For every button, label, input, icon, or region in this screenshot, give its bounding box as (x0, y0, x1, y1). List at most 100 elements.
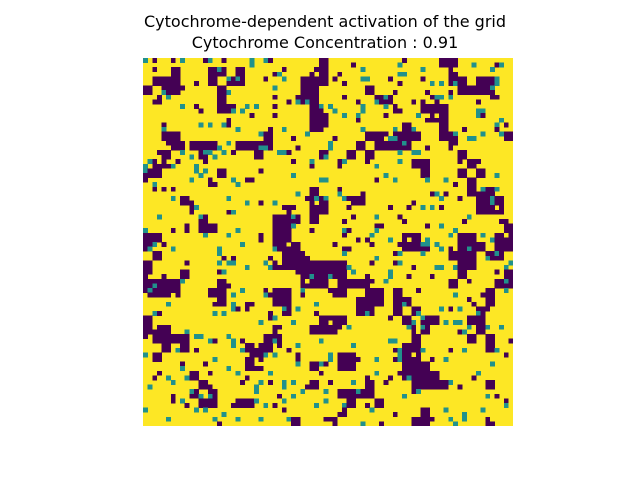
heatmap-cell-inactive (466, 255, 472, 261)
heatmap-cell-inactive (170, 398, 176, 404)
heatmap-cell-intermediate (295, 306, 301, 312)
heatmap-cell-inactive (508, 246, 513, 252)
heatmap-cell-intermediate (480, 131, 486, 137)
heatmap-cell-intermediate (462, 329, 468, 335)
heatmap-cell-intermediate (351, 343, 357, 349)
heatmap-cell-inactive (166, 76, 172, 82)
heatmap-cell-inactive (309, 127, 315, 132)
heatmap-cell-inactive (402, 131, 407, 137)
heatmap-cell-inactive (415, 343, 421, 349)
heatmap-cell-inactive (295, 242, 301, 247)
heatmap-cell-inactive (448, 136, 454, 142)
heatmap-cell-inactive (508, 338, 513, 344)
heatmap-cell-inactive (503, 131, 509, 137)
heatmap-cell-inactive (489, 76, 495, 82)
heatmap-cell-inactive (406, 347, 412, 353)
heatmap-cell-inactive (369, 288, 375, 293)
heatmap-cell-intermediate (244, 200, 250, 206)
heatmap-cell-inactive (286, 209, 292, 215)
heatmap-cell-inactive (452, 140, 458, 146)
heatmap-cell-inactive (175, 71, 181, 77)
heatmap-cell-intermediate (466, 214, 472, 220)
heatmap-cell-inactive (286, 255, 292, 261)
heatmap-cell-inactive (221, 283, 227, 289)
heatmap-cell-inactive (166, 140, 172, 146)
heatmap-cell-inactive (198, 145, 204, 151)
heatmap-cell-inactive (355, 357, 361, 362)
heatmap-cell-inactive (341, 283, 347, 289)
heatmap-cell-inactive (415, 237, 421, 243)
heatmap-cell-inactive (471, 315, 477, 321)
heatmap-cell-intermediate (230, 306, 236, 312)
heatmap-cell-inactive (147, 260, 153, 266)
heatmap-cell-inactive (328, 315, 333, 321)
heatmap-cell-inactive (503, 136, 509, 142)
heatmap-cell-intermediate (230, 343, 236, 349)
heatmap-cell-inactive (365, 403, 370, 408)
heatmap-cell-inactive (337, 357, 343, 362)
heatmap-cell-intermediate (439, 306, 444, 312)
heatmap-cell-inactive (217, 269, 222, 275)
heatmap-cell-inactive (355, 200, 361, 206)
heatmap-cell-inactive (221, 58, 227, 63)
heatmap-cell-inactive (499, 196, 505, 201)
heatmap-cell-inactive (180, 361, 185, 367)
heatmap-cell-inactive (198, 384, 204, 390)
heatmap-cell-inactive (425, 366, 431, 372)
heatmap-cell-intermediate (156, 214, 162, 220)
heatmap-cell-inactive (439, 108, 444, 114)
heatmap-cell-inactive (337, 361, 343, 367)
heatmap-cell-inactive (503, 352, 509, 358)
heatmap-cell-inactive (462, 274, 468, 280)
heatmap-cell-inactive (508, 269, 513, 275)
heatmap-cell-intermediate (374, 357, 380, 362)
heatmap-cell-inactive (365, 292, 370, 298)
heatmap-cell-inactive (221, 173, 227, 178)
heatmap-cell-inactive (161, 163, 167, 169)
heatmap-cell-intermediate (226, 196, 232, 201)
heatmap-cell-inactive (392, 251, 398, 257)
heatmap-cell-intermediate (397, 251, 403, 257)
heatmap-cell-inactive (420, 246, 426, 252)
heatmap-cell-inactive (411, 163, 417, 169)
heatmap-cell-inactive (152, 168, 158, 174)
heatmap-cell-intermediate (281, 76, 287, 82)
heatmap-cell-inactive (365, 393, 370, 399)
heatmap-cell-inactive (249, 357, 255, 362)
heatmap-cell-intermediate (295, 343, 301, 349)
heatmap-cell-inactive (351, 352, 357, 358)
heatmap-cell-inactive (480, 113, 486, 119)
heatmap-cell-intermediate (392, 177, 398, 183)
heatmap-cell-inactive (143, 177, 148, 183)
heatmap-cell-inactive (388, 99, 394, 105)
heatmap-cell-intermediate (499, 62, 505, 68)
heatmap-cell-inactive (180, 334, 185, 339)
heatmap-cell-inactive (369, 297, 375, 303)
heatmap-cell-inactive (323, 329, 329, 335)
heatmap-cell-inactive (425, 246, 431, 252)
heatmap-cell-inactive (318, 315, 324, 321)
heatmap-cell-intermediate (217, 145, 222, 151)
heatmap-cell-intermediate (147, 246, 153, 252)
heatmap-cell-intermediate (263, 403, 269, 408)
heatmap-cell-inactive (156, 288, 162, 293)
heatmap-cell-inactive (351, 393, 357, 399)
heatmap-cell-inactive (143, 334, 148, 339)
heatmap-cell-inactive (304, 85, 310, 91)
heatmap-cell-inactive (388, 205, 394, 211)
heatmap-cell-inactive (374, 140, 380, 146)
heatmap-cell-inactive (166, 347, 172, 353)
heatmap-cell-inactive (267, 380, 273, 385)
heatmap-cell-intermediate (230, 108, 236, 114)
heatmap-cell-inactive (267, 131, 273, 137)
heatmap-cell-inactive (203, 384, 209, 390)
heatmap-cell-inactive (300, 90, 306, 96)
heatmap-cell-inactive (189, 370, 195, 376)
heatmap-cell-inactive (161, 81, 167, 86)
heatmap-cell-inactive (383, 145, 389, 151)
heatmap-cell-inactive (304, 269, 310, 275)
heatmap-cell-inactive (230, 150, 236, 155)
heatmap-cell-inactive (397, 136, 403, 142)
heatmap-cell-inactive (189, 375, 195, 381)
heatmap-cell-inactive (365, 306, 370, 312)
